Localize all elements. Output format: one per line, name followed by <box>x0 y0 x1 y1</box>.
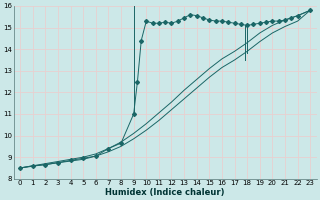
X-axis label: Humidex (Indice chaleur): Humidex (Indice chaleur) <box>106 188 225 197</box>
